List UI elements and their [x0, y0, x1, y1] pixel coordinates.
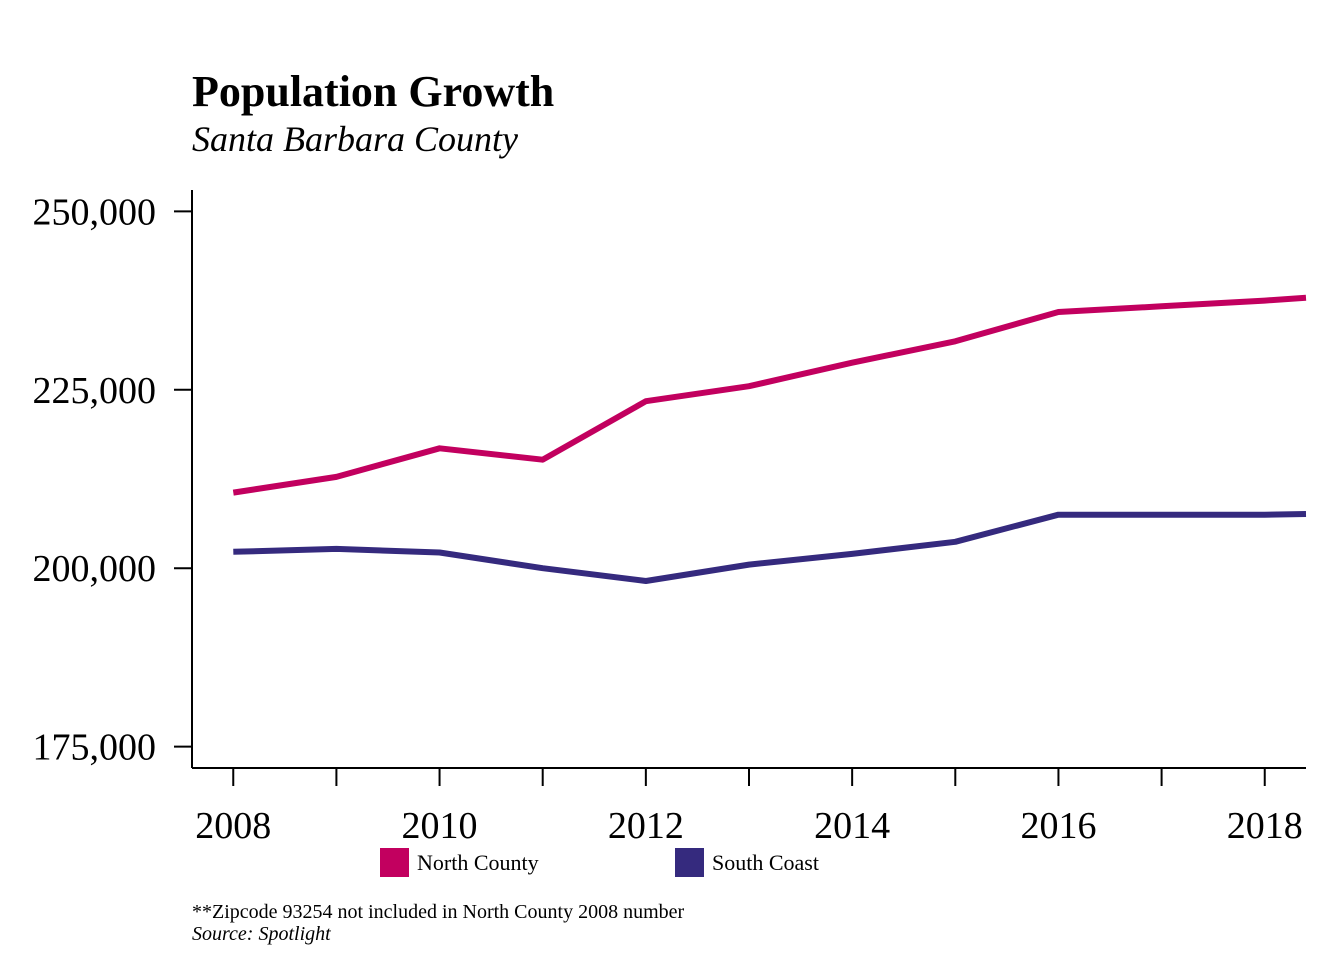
line-chart: 175,000 200,000 225,000 250,000 2008 2010 2012…: [33, 190, 1307, 847]
x-tick-label: 2012: [608, 805, 684, 847]
series-line-south-coast: [233, 511, 1307, 584]
x-tick-label: 2014: [814, 805, 890, 847]
legend-label-south-coast: South Coast: [712, 849, 819, 875]
x-tick-label: 2010: [402, 805, 478, 847]
source-note: Source: Spotlight: [192, 923, 331, 945]
x-tick-label: 2016: [1020, 805, 1096, 847]
x-tick-label: 2018: [1227, 805, 1303, 847]
legend-swatch-north-county: [380, 848, 409, 877]
legend-item-south-coast: South Coast: [675, 848, 819, 877]
legend-label-north-county: North County: [417, 849, 539, 875]
y-tick-label: 200,000: [33, 548, 157, 590]
x-tick-label: 2008: [195, 805, 271, 847]
chart-subtitle: Santa Barbara County: [192, 119, 519, 159]
y-tick-label: 175,000: [33, 727, 157, 769]
y-tick-label: 250,000: [33, 191, 157, 233]
series-line-north-county: [232, 294, 1307, 496]
legend-swatch-south-coast: [675, 848, 704, 877]
footnote: **Zipcode 93254 not included in North Co…: [192, 901, 685, 923]
y-tick-label: 225,000: [33, 370, 157, 412]
legend-item-north-county: North County: [380, 848, 539, 877]
chart-title: Population Growth: [192, 67, 555, 116]
